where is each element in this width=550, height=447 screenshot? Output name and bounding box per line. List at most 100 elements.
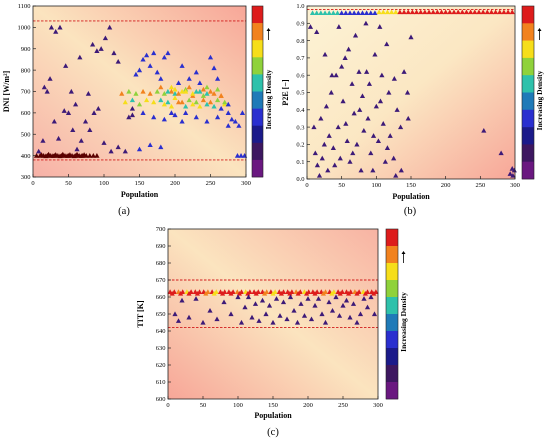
data-point [333,294,339,300]
data-point [347,10,353,15]
data-point [234,153,241,158]
y-tick-label: 640 [156,328,166,335]
data-point [47,76,53,81]
data-point [438,9,445,15]
x-tick-label: 300 [373,402,383,409]
data-point [480,9,486,15]
y-tick-label: 0.2 [296,142,304,149]
data-point [312,302,318,308]
data-point [391,155,397,161]
data-point [222,99,228,105]
data-point [347,159,353,164]
data-point [318,10,324,15]
data-point [326,299,332,305]
data-point [147,142,153,148]
data-point [418,9,424,15]
data-point [350,150,356,156]
data-point [339,63,345,69]
data-point [108,148,114,154]
colorbar-segment [252,142,263,161]
data-point [193,296,199,301]
data-point [326,10,332,15]
data-point [393,9,399,15]
data-point [91,110,97,115]
data-point [447,9,453,15]
data-point [413,9,420,15]
data-point [220,291,226,296]
data-point [368,10,374,15]
y-axis-label: DNI [W/m²] [2,71,11,113]
colorbar-arrow-head [266,28,271,31]
data-point [236,123,242,128]
data-point [225,110,231,115]
data-point [161,91,167,96]
data-point [325,167,331,173]
data-point [190,91,196,96]
panel-label: (c) [267,427,279,438]
data-point [179,63,185,68]
data-point [409,9,415,15]
data-point [397,9,403,15]
data-point [430,9,436,15]
data-point [314,162,320,168]
y-tick-label: 600 [156,396,166,403]
data-point [179,99,185,105]
y-tick-label: 0.7 [296,55,305,62]
data-point [236,291,242,296]
plot-background [168,229,378,399]
data-point [36,148,42,154]
data-point [356,69,362,74]
data-point [169,291,175,296]
data-point [405,9,411,15]
data-point [168,110,175,115]
data-point [186,291,192,296]
data-point [311,124,317,130]
x-tick-label: 200 [303,402,313,409]
data-point [337,155,343,161]
data-point [372,51,378,57]
data-point [94,48,100,53]
data-point [73,101,79,107]
data-point [391,76,397,81]
data-point [295,291,301,296]
colorbar-segment [252,6,263,24]
data-point [365,115,371,121]
data-point [70,127,76,133]
data-point [361,296,367,301]
data-point [154,88,160,94]
colorbar-arrow-head [537,28,542,31]
data-point [308,316,315,322]
data-point [472,9,478,15]
data-point [401,69,407,74]
data-point [384,9,391,15]
data-point [165,50,171,56]
data-point [225,123,231,128]
data-point [373,103,379,109]
x-axis-label: Population [254,411,292,420]
colorbar-segment [252,23,263,41]
data-point [140,88,146,94]
data-point [401,9,407,15]
colorbar-segment [386,263,398,281]
x-tick-label: 100 [233,402,243,409]
data-point [434,9,440,15]
data-point [82,118,89,124]
data-point [366,81,372,86]
y-tick-label: 900 [21,46,31,53]
colorbar-segment [386,229,398,247]
data-point [459,9,465,15]
data-point [211,65,217,71]
data-point [144,52,150,58]
data-point [158,97,164,103]
data-point [351,10,357,15]
data-point [370,133,377,138]
x-tick-label: 250 [338,402,348,409]
data-point [315,296,322,301]
data-point [376,9,382,15]
data-point [287,294,294,300]
data-point [277,313,283,318]
data-point [172,112,178,118]
data-point [287,291,293,296]
data-point [74,151,80,157]
data-point [228,311,234,317]
